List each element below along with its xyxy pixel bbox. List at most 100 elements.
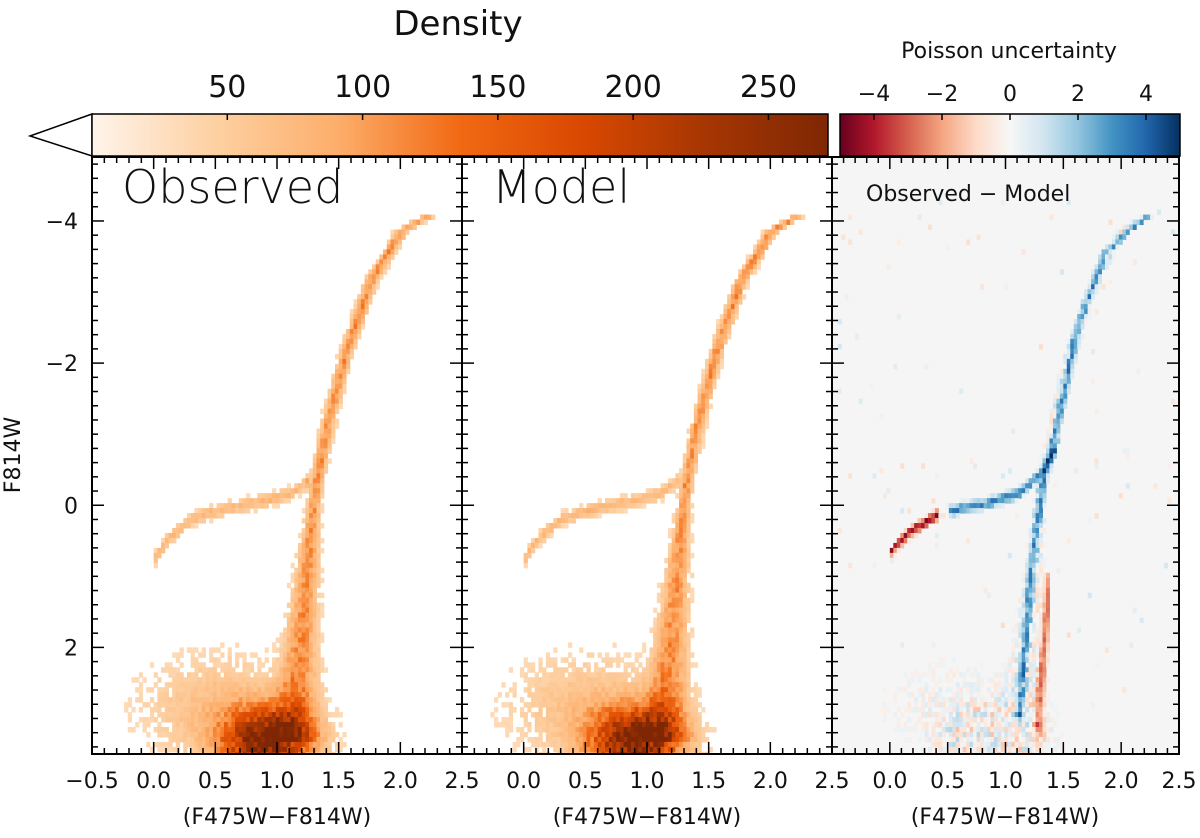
density-cell — [294, 667, 299, 673]
residual-cell — [907, 726, 912, 733]
density-cell — [235, 741, 240, 748]
residual-cell — [1042, 503, 1047, 509]
density-cell — [198, 731, 203, 738]
density-cell — [246, 722, 251, 728]
residual-cell — [952, 697, 957, 703]
density-cell — [316, 577, 321, 584]
density-cell — [253, 498, 258, 504]
residual-cell — [1052, 707, 1057, 713]
density-cell — [667, 672, 673, 678]
residual-cell — [1021, 652, 1026, 658]
residual-cell — [848, 473, 853, 479]
density-cell — [568, 736, 573, 743]
density-cell — [597, 692, 602, 698]
residual-cell — [1039, 532, 1044, 539]
residual-cell — [1056, 403, 1061, 410]
density-cell — [675, 552, 680, 559]
density-cell — [571, 682, 576, 688]
density-cell — [667, 736, 673, 743]
density-cell — [686, 547, 691, 554]
density-cell — [597, 702, 602, 708]
density-cell — [301, 532, 306, 539]
density-cell — [264, 692, 269, 698]
density-cell — [309, 677, 314, 683]
residual-cell — [1070, 373, 1075, 380]
density-cell — [701, 398, 706, 405]
density-cell — [334, 368, 340, 375]
density-cell — [312, 542, 317, 549]
density-cell — [671, 687, 676, 693]
density-cell — [183, 712, 188, 718]
density-cell — [627, 717, 632, 723]
density-cell — [290, 751, 295, 754]
density-cell — [309, 468, 314, 474]
density-cell — [701, 736, 706, 743]
residual-cell — [986, 712, 991, 718]
residual-cell — [1045, 468, 1050, 474]
residual-cell — [1063, 388, 1068, 395]
density-cell — [238, 736, 243, 743]
density-cell — [257, 736, 262, 743]
residual-cell — [893, 726, 898, 733]
density-cell — [194, 508, 199, 514]
density-cell — [161, 667, 166, 673]
residual-cell — [1039, 343, 1044, 350]
residual-cell — [1011, 677, 1016, 683]
density-cell — [545, 717, 551, 723]
density-cell — [353, 299, 358, 305]
density-cell — [649, 657, 654, 663]
density-cell — [316, 652, 321, 658]
residual-cell — [980, 712, 985, 718]
density-cell — [671, 652, 676, 658]
residual-cell — [1087, 592, 1092, 599]
density-cell — [349, 343, 354, 350]
residual-cell — [1018, 741, 1023, 748]
density-cell — [216, 702, 221, 708]
density-cell — [198, 692, 203, 698]
density-cell — [286, 692, 292, 698]
density-cell — [642, 746, 647, 753]
density-cell — [227, 498, 232, 504]
density-cell — [671, 587, 676, 594]
density-cell — [649, 672, 654, 678]
residual-cell — [1011, 741, 1016, 748]
density-cell — [127, 697, 132, 703]
residual-cell — [1004, 712, 1009, 718]
residual-cell — [952, 726, 957, 733]
density-cell — [249, 682, 255, 688]
density-cell — [553, 731, 558, 738]
density-cell — [331, 403, 336, 410]
density-cell — [590, 712, 595, 718]
density-cell — [686, 508, 691, 514]
density-cell — [194, 712, 199, 718]
density-cell — [701, 408, 706, 415]
density-cell — [334, 746, 340, 753]
density-cell — [301, 483, 306, 489]
density-cell — [586, 697, 591, 703]
density-cell — [675, 577, 680, 584]
residual-cell — [910, 527, 915, 534]
residual-cell — [1021, 622, 1026, 628]
density-cell — [301, 518, 306, 524]
density-cell — [664, 642, 669, 648]
density-cell — [667, 657, 673, 663]
density-cell — [579, 731, 584, 738]
residual-cell — [1018, 622, 1023, 628]
residual-cell — [924, 712, 929, 718]
residual-cell — [1129, 642, 1134, 648]
density-cell — [679, 682, 684, 688]
residual-cell — [997, 498, 1002, 504]
density-cell — [194, 513, 199, 519]
density-cell — [242, 712, 247, 718]
residual-cell — [1039, 741, 1044, 748]
residual-cell — [1170, 398, 1175, 405]
density-cell — [216, 722, 221, 728]
density-cell — [305, 741, 310, 748]
residual-cell — [1139, 219, 1144, 226]
density-cell — [719, 328, 724, 335]
density-cell — [671, 518, 676, 524]
density-cell — [612, 707, 617, 713]
density-cell — [686, 712, 691, 718]
density-cell — [309, 567, 314, 574]
density-cell — [494, 722, 499, 728]
